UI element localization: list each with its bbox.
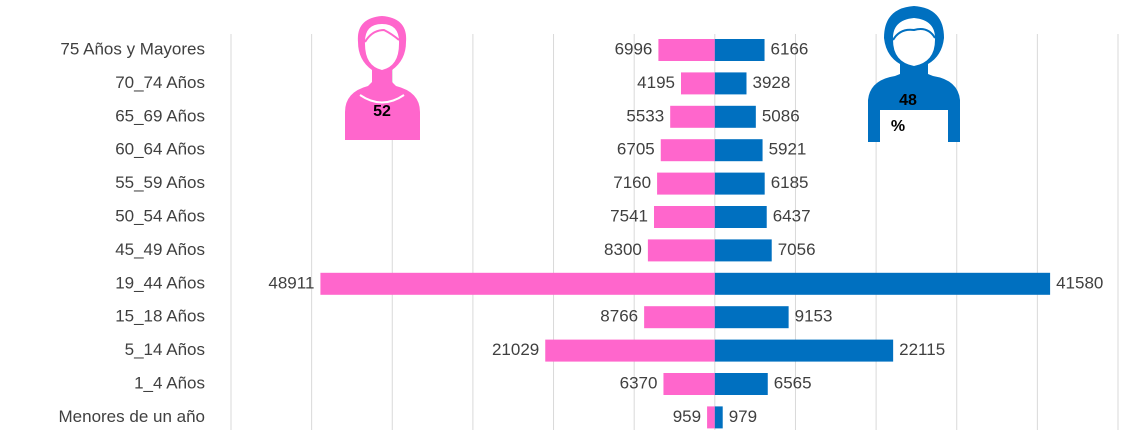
bar [660,139,715,162]
value-label: 6705 [617,140,655,159]
bar [654,206,715,228]
value-label: 6166 [771,39,809,58]
value-label: 979 [729,407,757,426]
bar [657,172,715,195]
bar [714,139,763,162]
bar [714,406,723,429]
value-label: 3928 [752,73,790,92]
male-icon [868,6,960,142]
bar [714,172,765,195]
category-label: 1_4 Años [134,373,205,392]
bar [714,105,756,128]
bar [647,239,715,262]
bar [658,39,715,61]
bar [670,105,715,128]
value-label: 41580 [1056,273,1103,292]
bar [707,406,715,429]
value-label: 4195 [637,73,675,92]
category-label: 60_64 Años [115,140,205,159]
bar [714,239,772,262]
value-label: 7160 [613,173,651,192]
bar [714,306,789,329]
bar [714,206,767,228]
category-label: 45_49 Años [115,240,205,259]
value-label: 8766 [600,307,638,326]
value-label: 7541 [610,206,648,225]
bar [644,306,715,329]
category-label: 55_59 Años [115,173,205,192]
value-label: 5921 [769,140,807,159]
female-percent: 52 [373,103,391,120]
value-label: 9153 [795,307,833,326]
bar [714,72,747,95]
value-label: 6565 [774,373,812,392]
bar [714,339,894,362]
category-label: 65_69 Años [115,106,205,125]
category-label: 50_54 Años [115,206,205,225]
male-percent: 48 [899,92,917,109]
category-label: Menores de un año [59,407,206,426]
value-label: 22115 [899,340,945,359]
value-label: 6185 [771,173,809,192]
category-label: 5_14 Años [125,340,205,359]
value-label: 7056 [778,240,816,259]
value-label: 6437 [773,206,811,225]
value-label: 959 [673,407,701,426]
value-label: 6370 [620,373,658,392]
female-icon [345,16,420,140]
male-percent-sign: % [891,118,905,135]
category-label: 19_44 Años [115,273,205,292]
value-label: 48911 [268,273,314,292]
bar [680,72,715,95]
value-label: 5086 [762,106,800,125]
bar [545,339,715,362]
value-label: 6996 [615,39,653,58]
value-label: 21029 [492,340,539,359]
bar [714,39,765,61]
category-label: 15_18 Años [115,307,205,326]
category-label: 75 Años y Mayores [60,39,205,58]
bar [663,373,715,395]
value-label: 5533 [626,106,664,125]
bar [714,272,1051,295]
bar [320,272,715,295]
category-label: 70_74 Años [115,73,205,92]
value-label: 8300 [604,240,642,259]
bar [714,373,768,395]
